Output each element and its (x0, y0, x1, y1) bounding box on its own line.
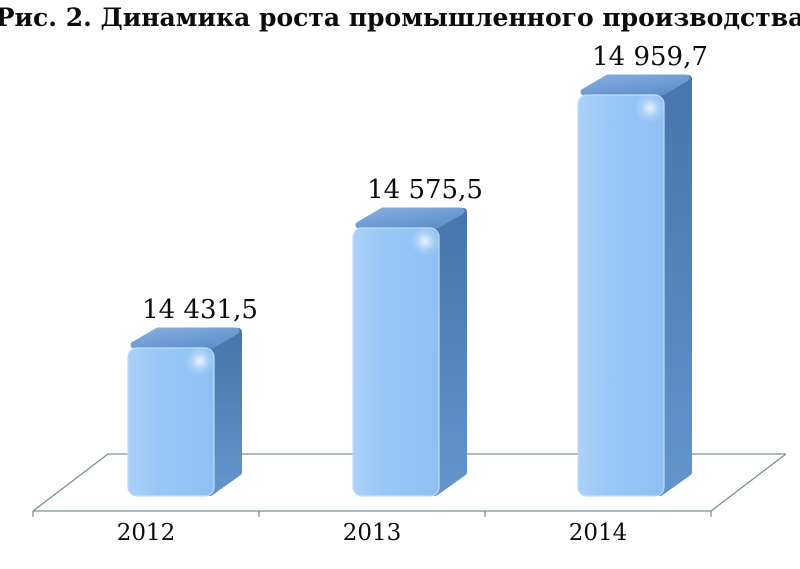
bar-column-2012: 14 431,5 (127, 295, 258, 497)
value-label-2013: 14 575,5 (367, 175, 483, 205)
category-label-2014: 2014 (569, 520, 628, 546)
value-label-2012: 14 431,5 (142, 295, 258, 325)
bar-column-2013: 14 575,5 (352, 175, 483, 497)
bar-front-face (352, 227, 440, 497)
bar-top-face (580, 74, 690, 96)
bar-column-2014: 14 959,7 (577, 42, 708, 497)
bar-front-face (127, 347, 215, 497)
bar-highlight (185, 346, 215, 376)
bar-top-face (355, 207, 465, 229)
category-label-2013: 2013 (343, 520, 402, 546)
chart-title: Рис. 2. Динамика роста промышленного про… (0, 3, 800, 32)
bar-front-face (577, 94, 665, 497)
bar-top-face (130, 327, 240, 349)
bar-highlight (635, 93, 665, 123)
bars-group: 14 431,5 2012 14 575,5 2013 14 959,7 2014 (117, 42, 708, 546)
category-label-2012: 2012 (117, 520, 176, 546)
bar-highlight (410, 226, 440, 256)
value-label-2014: 14 959,7 (592, 42, 708, 72)
